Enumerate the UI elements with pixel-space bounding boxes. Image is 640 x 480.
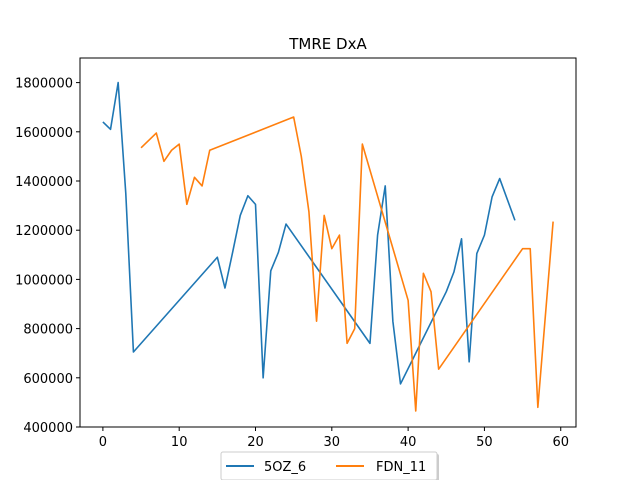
series-line-5oz-6 <box>102 81 516 385</box>
y-tick-label: 1800000 <box>15 77 73 92</box>
y-tick-label: 1400000 <box>15 175 73 190</box>
y-tick-label: 1000000 <box>15 273 73 288</box>
y-tick-label: 1200000 <box>15 224 73 239</box>
series-line-fdn-11 <box>140 116 554 412</box>
y-tick-label: 400000 <box>23 421 73 436</box>
y-tick-label: 600000 <box>23 372 73 387</box>
y-axis: 400000 600000 800000 1000000 1200000 1400000 1… <box>15 77 80 436</box>
legend-box <box>220 451 438 480</box>
x-tick-label: 0 <box>99 435 107 450</box>
y-tick-label: 1600000 <box>15 126 73 141</box>
x-tick-label: 60 <box>552 435 569 450</box>
x-tick-label: 30 <box>324 435 341 450</box>
y-tick-label: 800000 <box>23 323 73 338</box>
legend: 5OZ_6 FDN_11 <box>220 451 439 480</box>
legend-label-5oz-6: 5OZ_6 <box>264 460 306 475</box>
x-tick-label: 10 <box>171 435 188 450</box>
plot-area <box>80 58 576 427</box>
x-tick-label: 50 <box>476 435 493 450</box>
x-tick-label: 20 <box>247 435 264 450</box>
legend-label-fdn-11: FDN_11 <box>376 460 426 475</box>
chart-title: TMRE DxA <box>288 35 367 53</box>
x-axis: 0 10 20 30 40 50 60 <box>99 427 569 450</box>
x-tick-label: 40 <box>400 435 417 450</box>
plot-frame <box>79 57 577 428</box>
series-layer <box>102 81 554 412</box>
